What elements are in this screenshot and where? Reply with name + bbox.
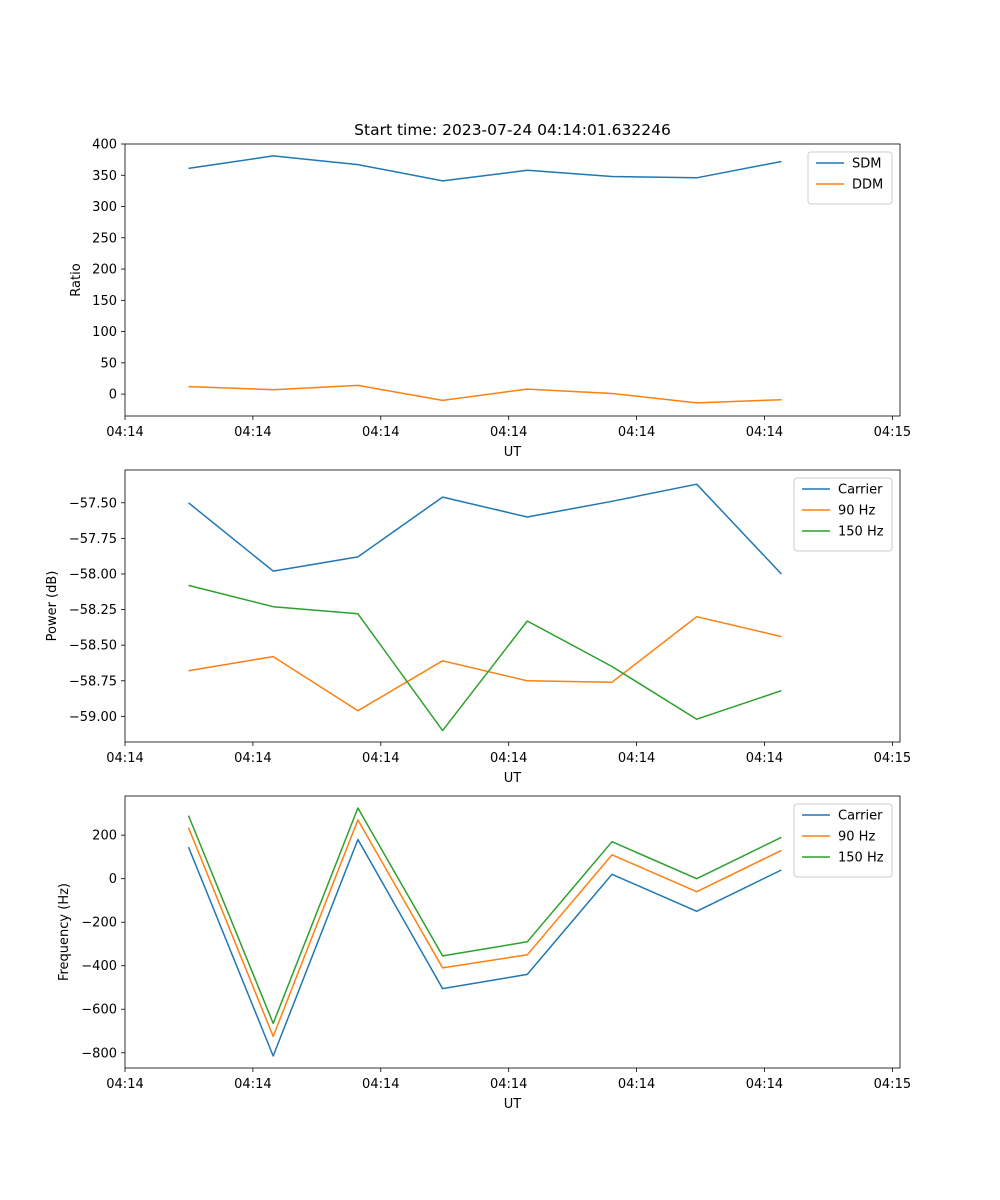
- y-tick-label: −200: [81, 916, 117, 931]
- legend-box: [793, 803, 893, 878]
- x-tick-label: 04:14: [234, 1077, 271, 1092]
- x-axis-label: UT: [504, 445, 522, 460]
- x-tick-label: 04:14: [106, 425, 143, 440]
- x-tick-label: 04:14: [106, 751, 143, 766]
- legend: SDM DDM: [807, 151, 893, 205]
- x-tick-label: 04:14: [234, 425, 271, 440]
- chart-panel-3: 04:14 04:14 04:14 04:14 04:14 04:14 04:15 −800 −…: [57, 795, 911, 1112]
- axes-frame: [124, 795, 901, 1069]
- x-tick-label: 04:15: [874, 425, 911, 440]
- legend: Carrier 90 Hz 150 Hz: [793, 477, 893, 552]
- y-tick-label: 200: [92, 829, 117, 844]
- y-tick-label: 250: [92, 231, 117, 246]
- legend: Carrier 90 Hz 150 Hz: [793, 803, 893, 878]
- y-tick-label: 50: [100, 356, 117, 371]
- x-tick-label: 04:14: [106, 1077, 143, 1092]
- x-tick-label: 04:14: [234, 751, 271, 766]
- x-tick-label: 04:14: [362, 425, 399, 440]
- legend-label: 90 Hz: [838, 504, 875, 519]
- y-axis-label: Power (dB): [45, 571, 60, 642]
- legend-label: Carrier: [838, 809, 883, 824]
- legend-label: DDM: [852, 178, 883, 193]
- x-axis-label: UT: [504, 1097, 522, 1112]
- y-tick-label: 200: [92, 263, 117, 278]
- x-tick-label: 04:14: [746, 425, 783, 440]
- y-axis-label: Frequency (Hz): [57, 883, 72, 981]
- series-line-carrier: [188, 483, 782, 575]
- series-line-150-hz: [187, 807, 782, 1025]
- series-line-carrier: [187, 838, 782, 1057]
- axes-frame: [124, 143, 901, 417]
- x-tick-label: 04:14: [490, 1077, 527, 1092]
- y-axis-label: Ratio: [69, 263, 84, 296]
- legend-box: [807, 151, 893, 205]
- legend-label: 90 Hz: [838, 830, 875, 845]
- y-tick-label: −59.00: [69, 710, 117, 725]
- y-tick-label: −58.50: [69, 639, 117, 654]
- axes-frame: [124, 469, 901, 743]
- x-tick-label: 04:14: [362, 751, 399, 766]
- y-tick-label: −57.75: [69, 532, 117, 547]
- y-tick-label: −58.00: [69, 567, 117, 582]
- x-tick-label: 04:14: [618, 425, 655, 440]
- y-tick-label: −58.25: [69, 603, 117, 618]
- y-tick-label: −800: [81, 1046, 117, 1061]
- chart-panel-1: 04:14 04:14 04:14 04:14 04:14 04:14 04:15 0 50 10…: [69, 121, 911, 460]
- x-tick-label: 04:15: [874, 1077, 911, 1092]
- y-tick-label: 0: [109, 872, 117, 887]
- y-tick-label: −400: [81, 959, 117, 974]
- legend-label: Carrier: [838, 483, 883, 498]
- series-line-90-hz: [188, 615, 782, 712]
- y-tick-label: 100: [92, 325, 117, 340]
- y-tick-label: 350: [92, 169, 117, 184]
- y-tick-label: 0: [109, 388, 117, 403]
- series-line-ddm: [188, 384, 782, 404]
- x-tick-label: 04:14: [746, 751, 783, 766]
- x-tick-label: 04:14: [746, 1077, 783, 1092]
- y-tick-label: −58.75: [69, 674, 117, 689]
- x-tick-label: 04:14: [362, 1077, 399, 1092]
- x-tick-label: 04:14: [618, 1077, 655, 1092]
- series-line-sdm: [188, 155, 782, 182]
- legend-label: SDM: [852, 157, 881, 172]
- y-tick-label: 400: [92, 138, 117, 153]
- chart-panel-2: 04:14 04:14 04:14 04:14 04:14 04:14 04:15 −59.0…: [45, 469, 911, 786]
- x-tick-label: 04:14: [490, 425, 527, 440]
- series-line-150-hz: [188, 584, 782, 732]
- x-tick-label: 04:15: [874, 751, 911, 766]
- x-tick-label: 04:14: [618, 751, 655, 766]
- y-tick-label: 150: [92, 294, 117, 309]
- y-tick-label: −600: [81, 1003, 117, 1018]
- y-tick-label: 300: [92, 200, 117, 215]
- legend-label: 150 Hz: [838, 525, 884, 540]
- x-tick-label: 04:14: [490, 751, 527, 766]
- series-line-90-hz: [187, 819, 782, 1038]
- x-axis-label: UT: [504, 771, 522, 786]
- y-tick-label: −57.50: [69, 496, 117, 511]
- legend-box: [793, 477, 893, 552]
- legend-label: 150 Hz: [838, 851, 884, 866]
- chart-title: Start time: 2023-07-24 04:14:01.632246: [354, 121, 671, 139]
